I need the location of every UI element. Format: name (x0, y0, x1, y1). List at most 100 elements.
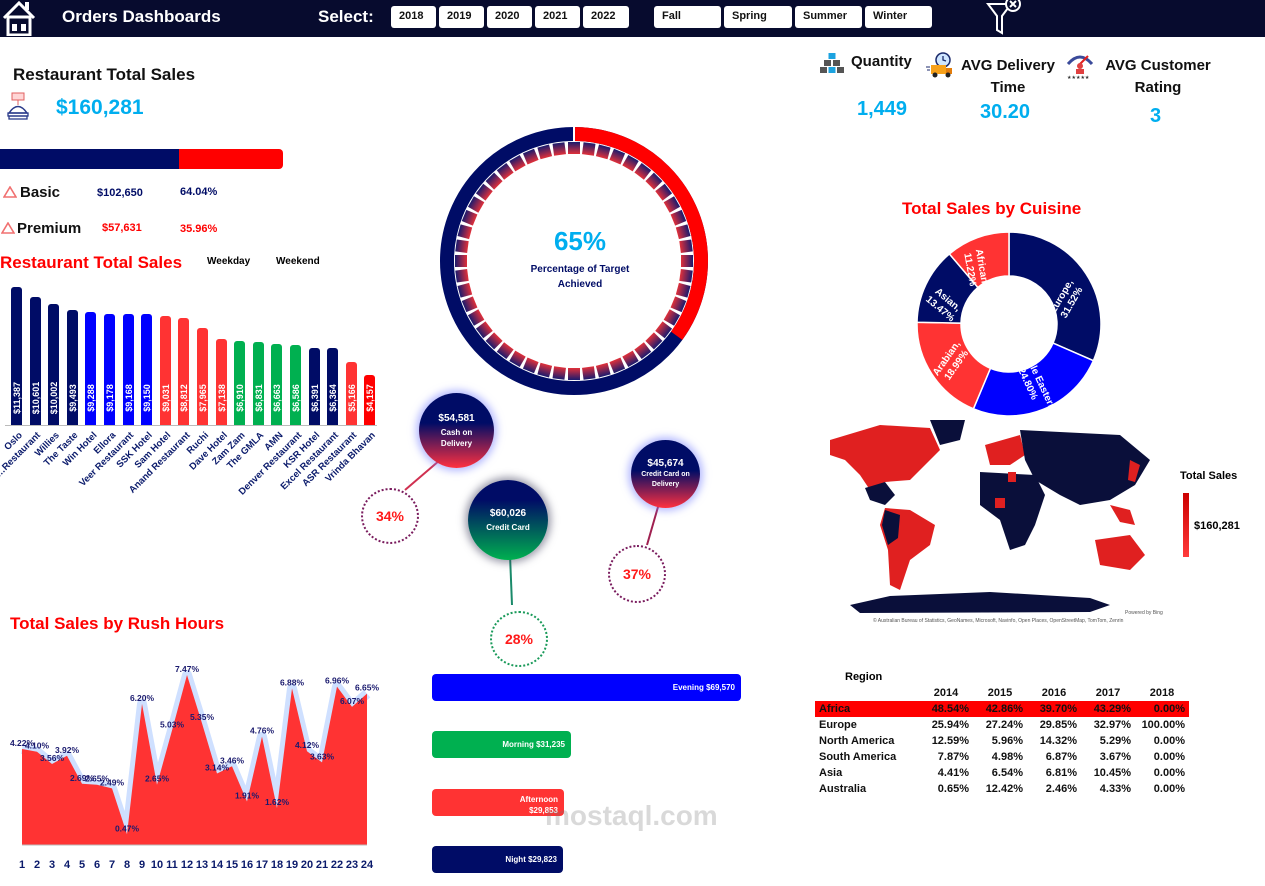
map-legend-scale (1183, 493, 1189, 557)
bar[interactable]: $10,601 (29, 296, 41, 425)
rating-meter-icon: ★★★★★ (1066, 55, 1094, 80)
night-sales-bar: Night $29,823 (432, 846, 563, 873)
hour-tick-label: 3 (49, 859, 55, 871)
hour-tick-label: 14 (211, 859, 224, 871)
bar[interactable]: $4,157 (364, 374, 376, 425)
hour-tick-label: 12 (181, 859, 193, 871)
bar-value-label: $6,364 (328, 384, 339, 412)
bar[interactable]: $11,387 (11, 287, 22, 425)
donut-slice[interactable] (1008, 231, 1102, 362)
region-value-cell: 4.41% (937, 767, 969, 779)
bar-chart-title: Restaurant Total Sales (0, 253, 183, 272)
bar[interactable]: $9,493 (66, 309, 78, 425)
area-point-label: 6.96% (325, 676, 350, 686)
region-value-cell: 0.00% (1153, 767, 1185, 779)
year-slicer-2021[interactable]: 2021 (535, 6, 580, 28)
bar-value-label: $10,601 (30, 381, 41, 415)
premium-label: Premium (17, 220, 82, 237)
area-point-label: 3.92% (55, 745, 80, 755)
credit-card-percent-ring: 28% (490, 611, 548, 667)
year-slicer-2022[interactable]: 2022 (583, 6, 629, 28)
donut-slice[interactable] (948, 231, 1010, 289)
area-point-label: 6.65% (355, 683, 380, 693)
bar[interactable]: $6,910 (234, 341, 246, 425)
area-point-label: 6.88% (280, 677, 305, 687)
table-row: Australia 0.65% 12.42% 2.46% 4.33% 0.00% (815, 781, 1189, 797)
region-value-cell: 32.97% (1093, 719, 1131, 731)
legend-weekend[interactable]: Weekend (276, 256, 320, 267)
bar[interactable]: $6,364 (327, 347, 339, 425)
avg-delivery-time-value: 30.20 (980, 101, 1031, 123)
hour-tick-label: 17 (256, 859, 268, 871)
credit-card-on-delivery-label: Credit Card on Delivery (641, 471, 690, 488)
sales-summary-title: Restaurant Total Sales (13, 65, 196, 84)
bar[interactable]: $6,831 (252, 342, 264, 425)
bar[interactable]: $10,002 (48, 303, 60, 425)
region-value-cell: 12.59% (931, 735, 969, 747)
hour-tick-label: 21 (316, 859, 328, 871)
hour-tick-label: 8 (124, 859, 130, 871)
season-slicer-spring[interactable]: Spring (724, 6, 792, 28)
region-value-cell: 0.65% (937, 783, 969, 795)
delivery-truck-icon (926, 52, 952, 78)
season-slicer-winter[interactable]: Winter (865, 6, 932, 28)
bar[interactable]: $9,288 (85, 312, 97, 425)
bar[interactable]: $7,965 (197, 328, 208, 425)
hour-tick-label: 10 (151, 859, 163, 871)
home-icon[interactable] (2, 0, 36, 36)
bar-value-label: $7,138 (216, 384, 227, 412)
region-value-cell: 4.98% (991, 751, 1023, 763)
donut-slice[interactable] (972, 342, 1095, 417)
target-gauge (440, 124, 708, 395)
hour-tick-label: 1 (19, 859, 25, 871)
bar[interactable]: $9,168 (122, 313, 134, 425)
svg-text:★★★★★: ★★★★★ (1067, 75, 1090, 80)
hour-tick-label: 7 (109, 859, 115, 871)
region-name-cell: Australia (819, 783, 867, 795)
area-point-label: 2.65% (145, 774, 170, 784)
bar-value-label: $6,391 (309, 384, 320, 412)
table-row: Africa 48.54% 42.86% 39.70% 43.29% 0.00% (815, 701, 1189, 717)
hour-tick-label: 18 (271, 859, 283, 871)
credit-card-bubble: $60,026 Credit Card (468, 480, 548, 560)
hour-tick-label: 16 (241, 859, 253, 871)
bar[interactable]: $6,586 (290, 345, 301, 425)
basic-share-bar (0, 149, 179, 169)
triangle-icon (3, 186, 17, 198)
cuisine-donut-chart: Europe,31.52%Middle Eastern,24.80%Arabia… (916, 231, 1102, 417)
quantity-value: 1,449 (857, 98, 908, 120)
season-slicer-summer[interactable]: Summer (795, 6, 862, 28)
clear-filter-icon[interactable] (985, 0, 1025, 36)
bar-value-label: $6,586 (291, 384, 301, 412)
area-point-label: 4.76% (250, 726, 275, 736)
bar[interactable]: $8,812 (178, 318, 190, 425)
select-label: Select: (318, 7, 374, 26)
region-value-cell: 0.00% (1135, 701, 1189, 717)
region-value-cell: 25.94% (931, 719, 969, 731)
region-value-cell: 100.00% (1141, 719, 1185, 731)
bar[interactable]: $6,663 (271, 344, 283, 425)
bar[interactable]: $9,031 (159, 315, 171, 425)
hour-tick-label: 5 (79, 859, 85, 871)
season-slicer-fall[interactable]: Fall (654, 6, 721, 28)
hour-tick-label: 4 (64, 859, 71, 871)
bar[interactable]: $6,391 (308, 347, 320, 425)
region-value-cell: 39.70% (1027, 701, 1081, 717)
bar[interactable]: $9,178 (104, 313, 115, 425)
bar[interactable]: $9,150 (141, 314, 153, 425)
evening-sales-bar: Evening $69,570 (432, 674, 741, 701)
bar[interactable]: $7,138 (215, 338, 227, 425)
year-slicer-2019[interactable]: 2019 (439, 6, 484, 28)
legend-weekday[interactable]: Weekday (207, 256, 251, 267)
region-value-cell: 6.81% (1045, 767, 1077, 779)
table-row: Europe 25.94% 27.24% 29.85% 32.97% 100.00% (815, 717, 1189, 733)
year-slicer-2018[interactable]: 2018 (391, 6, 436, 28)
year-slicer-2020[interactable]: 2020 (487, 6, 532, 28)
bar[interactable]: $5,166 (345, 362, 357, 425)
bar-chart-axis (5, 425, 377, 426)
region-name-cell: Asia (819, 767, 843, 779)
hour-tick-label: 9 (139, 859, 145, 871)
target-percent-label: Percentage of Target Achieved (510, 262, 650, 292)
rush-hours-title: Total Sales by Rush Hours (10, 614, 225, 633)
basic-label: Basic (20, 184, 61, 201)
